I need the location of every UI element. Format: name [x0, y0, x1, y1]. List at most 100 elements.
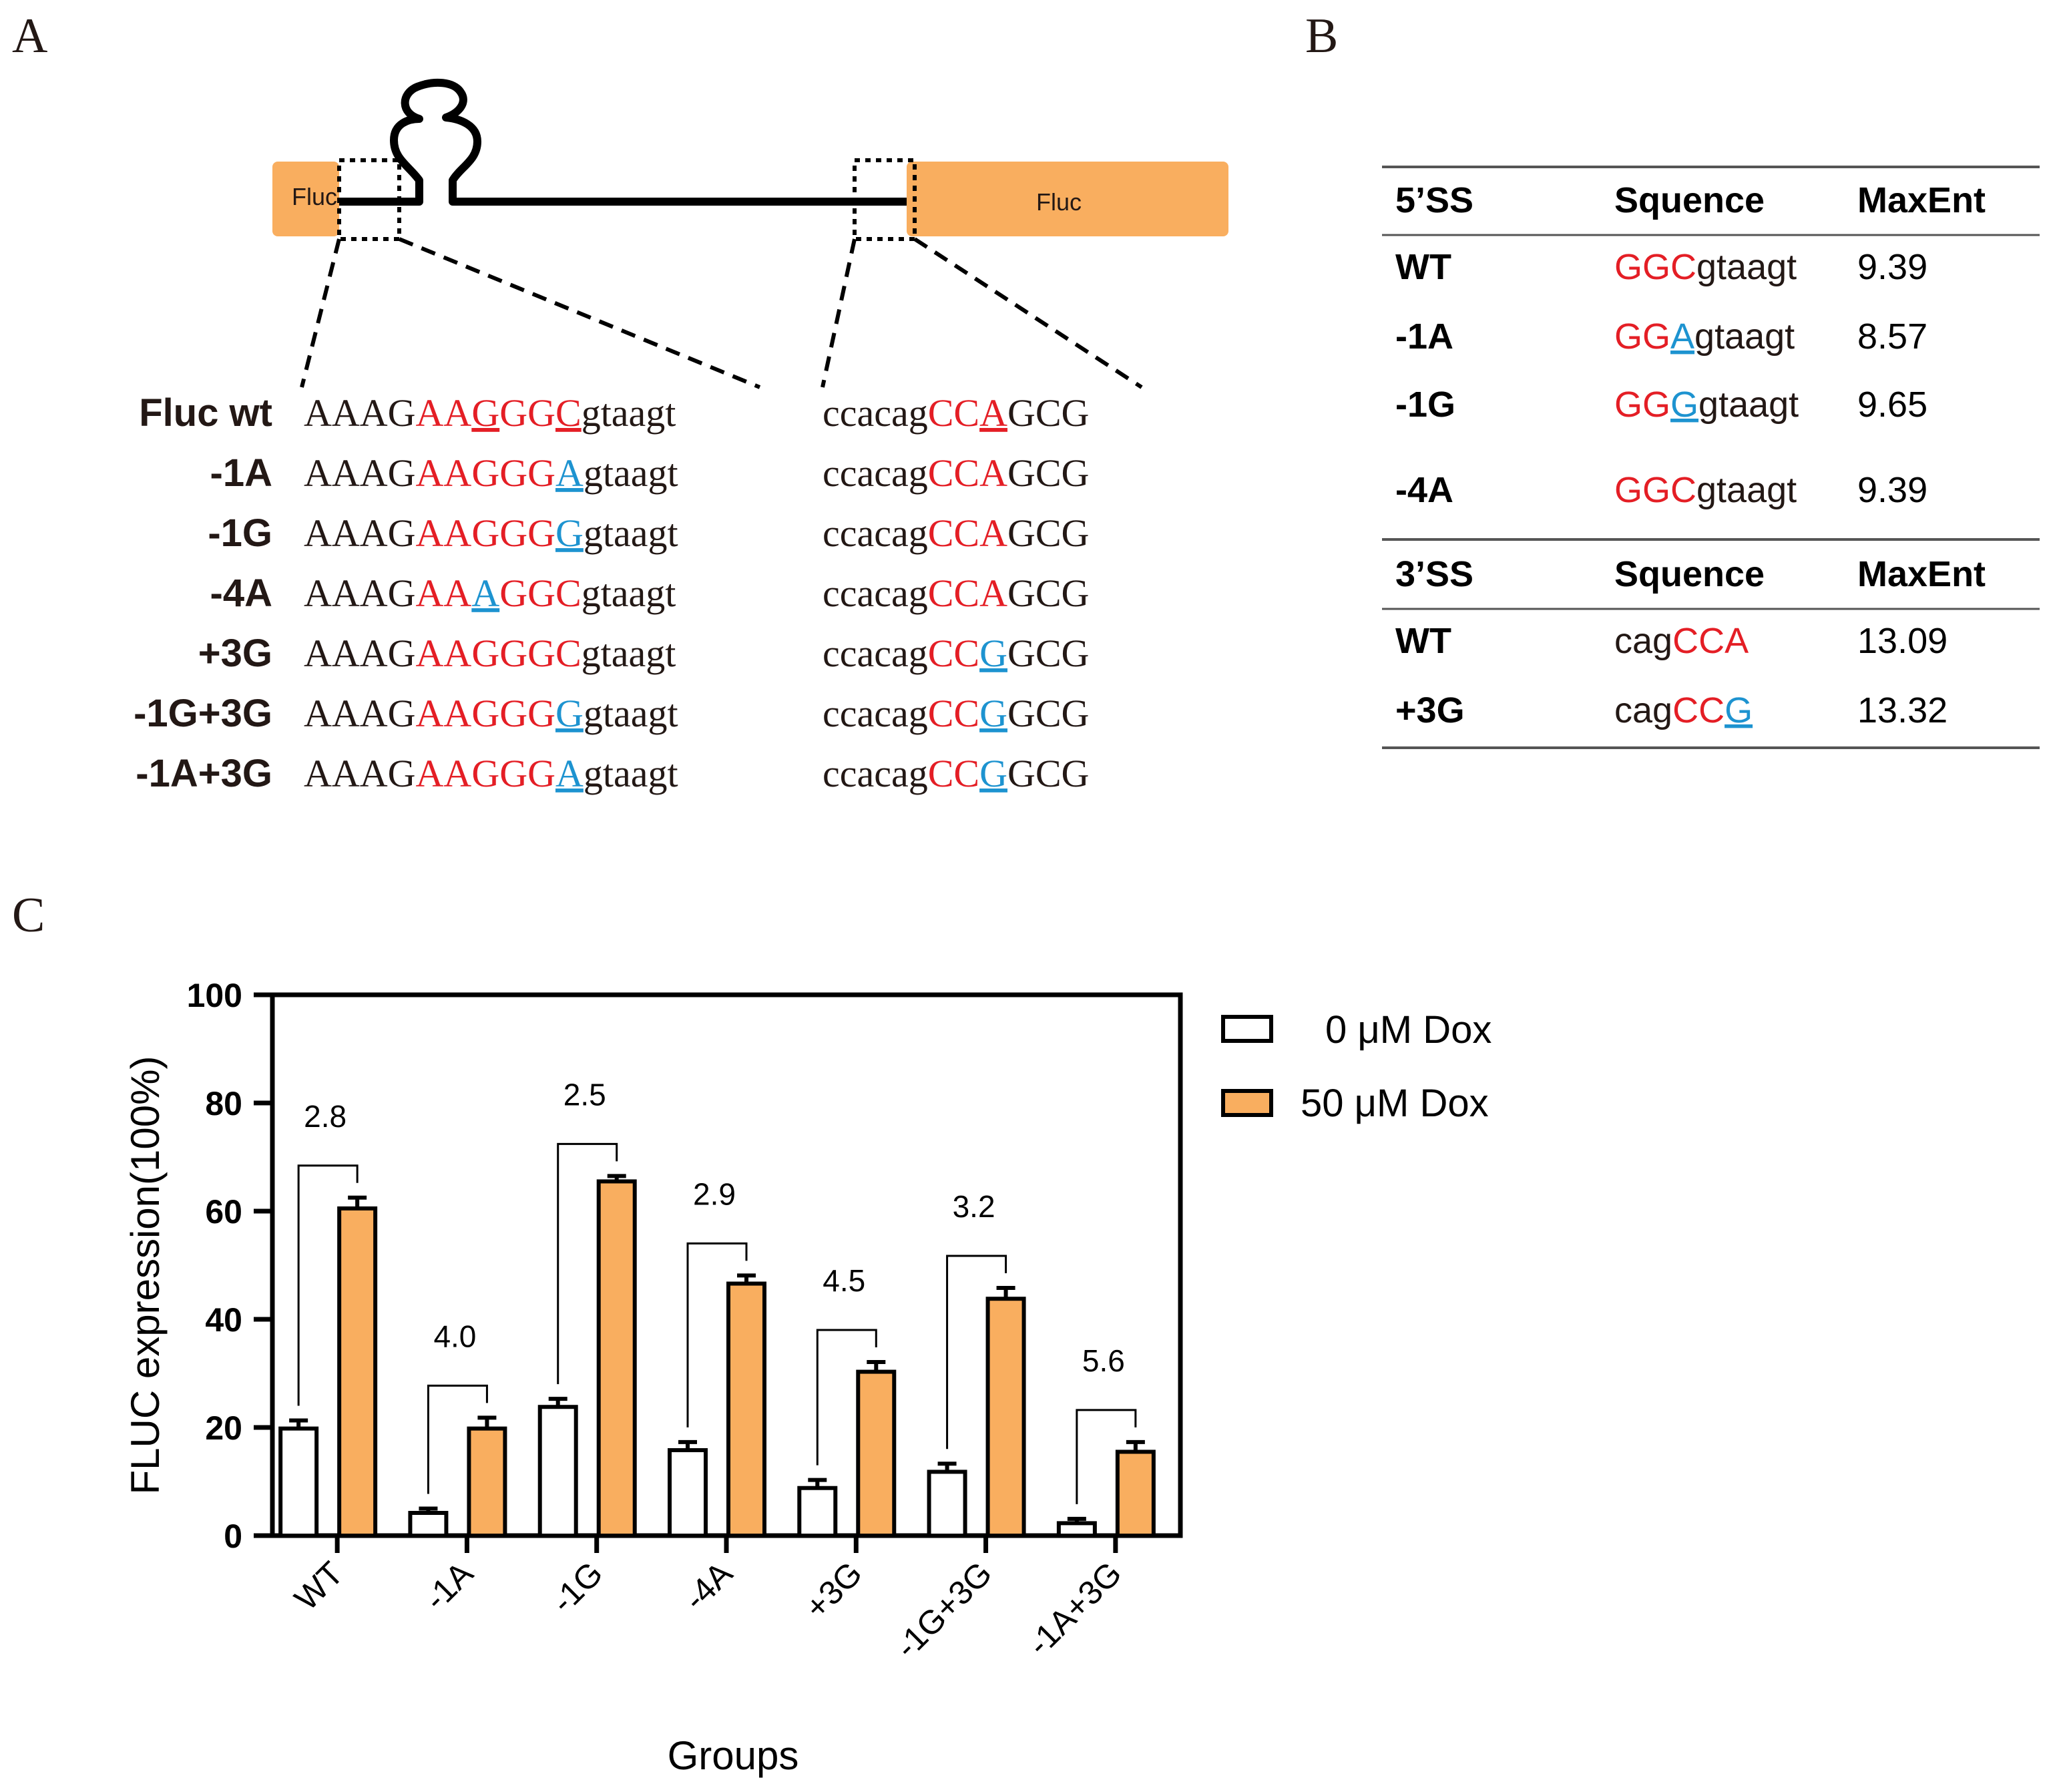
y-axis-title: FLUC expression(100%)	[123, 1056, 168, 1495]
table-header: Squence	[1614, 554, 1765, 594]
x-tick-label: -1A	[417, 1554, 481, 1618]
sequence-label: -1A+3G	[136, 752, 272, 795]
legend-swatch-0	[1221, 1015, 1273, 1043]
sequence-3ss: ccacagCCGGCG	[823, 752, 1089, 795]
sequence-5ss: AAAGAAGGGGgtaagt	[304, 692, 678, 735]
ratio-bracket	[816, 1329, 877, 1466]
ratio-bracket	[686, 1242, 748, 1427]
y-tick-label: 80	[205, 1085, 242, 1122]
x-tick-label: WT	[287, 1554, 351, 1618]
table-header: 5’SS	[1395, 180, 1473, 220]
table-row-maxent: 9.65	[1857, 385, 1927, 425]
table-row-sequence: cagCCA	[1614, 621, 1749, 661]
ratio-label: 4.0	[433, 1319, 476, 1353]
panel-a-letter: A	[12, 9, 47, 63]
y-tick-label: 60	[205, 1193, 242, 1230]
ratio-label: 4.5	[823, 1263, 865, 1298]
y-tick-label: 20	[205, 1409, 242, 1447]
splice-site-box-5	[337, 158, 401, 241]
x-tick-label: -1A+3G	[1020, 1554, 1128, 1662]
sequence-5ss: AAAGAAAGGCgtaagt	[304, 572, 676, 615]
y-tick-label: 100	[187, 977, 242, 1014]
table-header: 3’SS	[1395, 554, 1473, 594]
exon-left-label: Fluc	[292, 183, 337, 210]
bar-dox50	[856, 1369, 897, 1538]
table-row-sequence: cagCCG	[1614, 690, 1753, 730]
bar-dox50	[985, 1297, 1026, 1538]
table-header: MaxEnt	[1857, 180, 1986, 220]
bar-dox50	[1115, 1449, 1156, 1538]
sequence-5ss: AAAGAAGGGCgtaagt	[304, 391, 676, 435]
panel-c-letter: C	[12, 888, 45, 943]
table-row-maxent: 9.39	[1857, 470, 1927, 510]
bar-dox0	[1056, 1521, 1097, 1538]
sequence-3ss: ccacagCCAGCG	[823, 511, 1089, 555]
exon-right-label: Fluc	[1036, 188, 1082, 216]
ratio-label: 5.6	[1082, 1343, 1125, 1378]
sequence-5ss: AAAGAAGGGAgtaagt	[304, 752, 678, 795]
ratio-bracket	[297, 1164, 359, 1406]
splice-site-box-3	[853, 158, 917, 241]
bar-dox50	[467, 1426, 507, 1538]
zoom-line	[398, 237, 761, 389]
table-row-sequence: GGCgtaagt	[1614, 470, 1797, 510]
table-row-name: -1A	[1395, 316, 1453, 357]
sequence-3ss: ccacagCCAGCG	[823, 572, 1089, 615]
bar-dox0	[668, 1448, 708, 1538]
x-axis-title: Groups	[668, 1733, 799, 1778]
bar-dox50	[337, 1206, 378, 1538]
bar-dox0	[927, 1470, 967, 1538]
table-row-name: WT	[1395, 621, 1451, 661]
sequence-label: Fluc wt	[139, 391, 272, 435]
ratio-bracket	[427, 1384, 488, 1494]
legend-swatch-1	[1221, 1089, 1273, 1117]
zoom-line	[913, 237, 1143, 389]
bar-dox50	[596, 1179, 637, 1538]
legend: 0 μM Dox 50 μM Dox	[1221, 1008, 1492, 1125]
bar-chart: 0 20 40 60 80 100 WT 2.8 -1A 4.0 -1G 2.5 -4A 2.9 +3G 4.…	[123, 977, 1492, 1778]
sequence-5ss: AAAGAAGGGAgtaagt	[304, 451, 678, 495]
sequence-3ss: ccacagCCGGCG	[823, 692, 1089, 735]
y-tick-label: 40	[205, 1301, 242, 1339]
x-tick-label: -4A	[676, 1554, 740, 1618]
ratio-bracket	[557, 1142, 618, 1385]
x-tick-label: -1G+3G	[888, 1554, 999, 1665]
sequence-label: -1A	[210, 451, 272, 495]
table-row-maxent: 8.57	[1857, 316, 1927, 357]
sequence-alignment: Fluc wt AAAGAAGGGCgtaagt ccacagCCAGCG -1A AA…	[134, 391, 1089, 795]
exon-left	[272, 162, 339, 236]
zoom-line	[300, 238, 341, 388]
ratio-label: 3.2	[953, 1189, 995, 1224]
sequence-3ss: ccacagCCGGCG	[823, 632, 1089, 675]
ratio-label: 2.5	[563, 1077, 606, 1112]
table-row-name: +3G	[1395, 690, 1465, 730]
sequence-5ss: AAAGAAGGGCgtaagt	[304, 632, 676, 675]
table-row-name: -1G	[1395, 385, 1455, 425]
ratio-label: 2.8	[304, 1099, 347, 1134]
sequence-3ss: ccacagCCAGCG	[823, 451, 1089, 495]
table-header: Squence	[1614, 180, 1765, 220]
sequence-label: +3G	[198, 632, 272, 675]
intron-hairpin	[339, 78, 907, 206]
table-row-maxent: 13.32	[1857, 690, 1947, 730]
sequence-label: -1G+3G	[134, 692, 272, 735]
zoom-line	[821, 238, 857, 388]
bar-dox0	[278, 1426, 319, 1538]
sequence-label: -4A	[210, 572, 272, 615]
x-tick-label: -1G	[544, 1554, 610, 1620]
panel-b-letter: B	[1305, 9, 1338, 63]
bar-dox0	[408, 1510, 449, 1538]
sequence-label: -1G	[208, 511, 272, 555]
table-row-name: -4A	[1395, 470, 1453, 510]
sequence-3ss: ccacagCCAGCG	[823, 391, 1089, 435]
x-tick-label: +3G	[798, 1554, 869, 1626]
ratio-label: 2.9	[693, 1176, 736, 1211]
y-tick-label: 0	[224, 1518, 242, 1555]
table-header: MaxEnt	[1857, 554, 1986, 594]
bar-dox50	[726, 1281, 766, 1538]
table-row-sequence: GGCgtaagt	[1614, 247, 1797, 287]
bar-dox0	[537, 1405, 578, 1538]
table-row-sequence: GGGgtaagt	[1614, 385, 1799, 425]
legend-label-1: 50 μM Dox	[1301, 1082, 1489, 1125]
